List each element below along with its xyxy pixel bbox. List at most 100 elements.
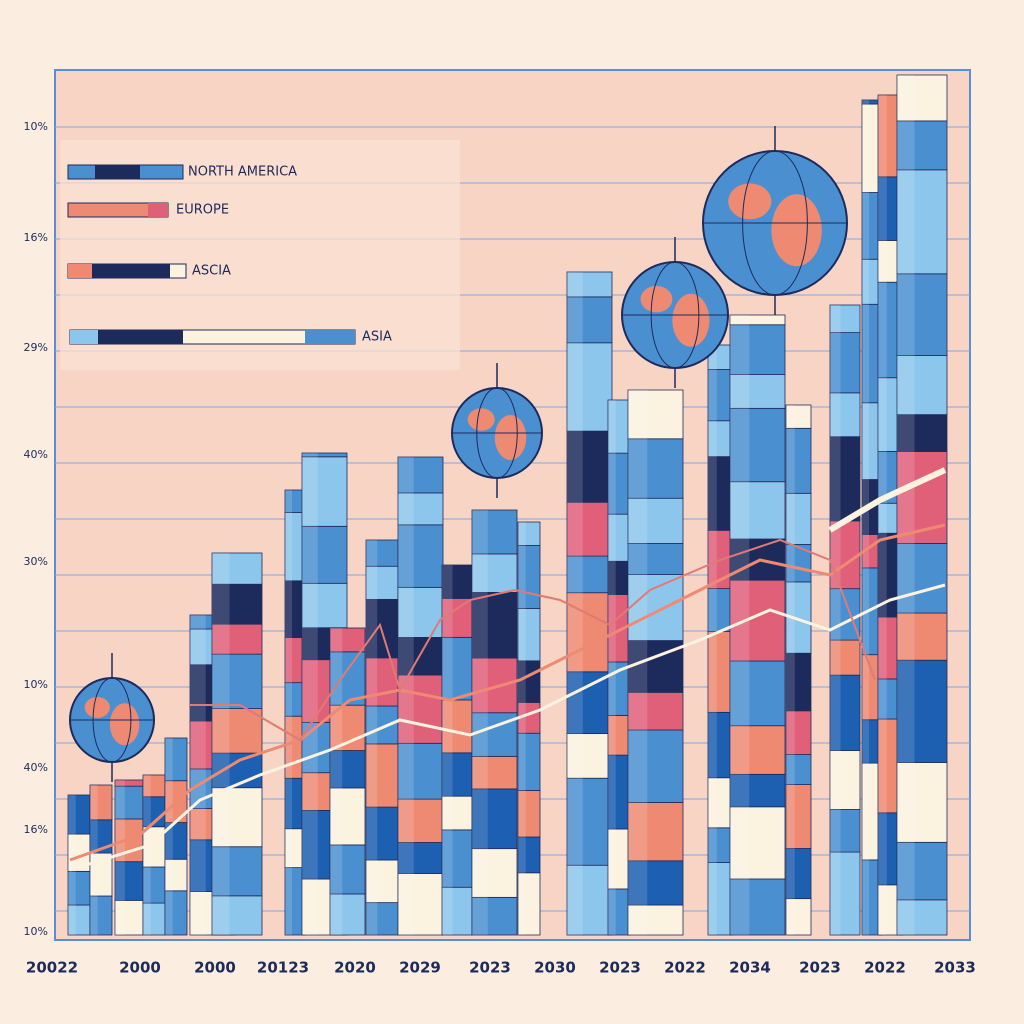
x-tick-label: 2000 [119,959,161,977]
bar-segment [365,743,399,808]
x-tick-label: 2022 [864,959,906,977]
bar-segment [566,864,613,936]
bar-highlight [90,785,98,935]
bar-highlight [730,315,750,935]
bar-segment [729,773,786,808]
y-tick-label: 10% [24,678,48,691]
legend-swatch [95,165,140,179]
bar-segment [397,524,444,588]
bar-segment [329,750,366,789]
globes [69,126,848,782]
x-tick-label: 2020 [334,959,376,977]
bar-segment [627,640,684,693]
globe [702,126,848,315]
bar [397,456,444,936]
bar [566,271,613,936]
bar-segment [896,543,948,614]
bar-segment [785,898,812,936]
bar-segment [829,304,861,334]
legend-label: EUROPE [176,203,229,218]
bar-highlight [567,272,583,935]
legend-label: NORTH AMERICA [188,165,297,180]
legend-swatch [92,264,170,278]
globe [451,363,543,498]
bar-highlight [330,628,343,935]
x-tick-label: 2022 [664,959,706,977]
legend-label: ASIA [362,330,392,345]
legend-swatch [305,330,355,344]
bar-segment [211,653,263,709]
x-tick-label: 2030 [534,959,576,977]
globe [69,653,155,782]
bar [329,627,366,936]
bar-segment [441,636,473,701]
bar-segment [896,451,948,544]
bar-segment [441,829,473,888]
bar-segment [397,798,444,843]
bar [517,521,541,936]
bar-segment [397,492,444,526]
bar [729,314,786,936]
bar-segment [829,809,861,853]
bar-segment [627,802,684,862]
bar-highlight [366,540,378,935]
y-tick-label: 10% [24,120,48,133]
y-tick-label: 10% [24,925,48,938]
bar-segment [627,438,684,499]
bar-segment [829,436,861,522]
bar-segment [896,414,948,452]
bar-highlight [165,738,173,935]
bar [896,74,948,936]
bar-segment [707,588,734,632]
bar-segment [114,785,144,820]
bar-highlight [472,510,488,935]
y-tick-label: 30% [24,555,48,568]
bar-segment [627,691,684,731]
bar-segment [707,862,734,936]
legend-swatch [70,330,98,344]
bar-segment [896,612,948,661]
bar-segment [896,841,948,901]
bar-highlight [212,553,230,935]
bar-segment [729,806,786,880]
bar [607,399,631,936]
globe-land [672,293,710,347]
bar-highlight [143,775,151,935]
bar-segment [517,521,541,546]
bar-segment [329,844,366,895]
x-tick-label: 2023 [469,959,511,977]
y-tick-label: 40% [24,448,48,461]
bar-segment [729,374,786,409]
bar-segment [566,430,613,503]
bar-segment [627,574,684,641]
bar-segment [301,582,348,629]
bar-segment [729,878,786,936]
bar [785,404,812,936]
bar-segment [441,699,473,754]
bar-segment [896,354,948,416]
bar-segment [829,332,861,394]
legend-swatch [68,264,92,278]
bar-segment [785,710,812,755]
bar-segment [471,657,518,714]
bar-segment [211,552,263,585]
globe-land [771,194,822,267]
bar-segment [211,895,263,936]
bar-highlight [190,615,206,935]
x-tick-label: 2000 [194,959,236,977]
trend-lines [69,467,947,872]
y-tick-label: 29% [24,341,48,354]
bar-segment [365,806,399,861]
bar-segment [365,705,399,745]
bar-segment [707,711,734,779]
bar-segment [896,120,948,171]
bar-segment [365,859,399,904]
bar-segment [627,729,684,803]
bar-segment [627,543,684,575]
legend-label: ASCIA [192,264,231,279]
bar [471,509,518,936]
bar-highlight [878,95,887,935]
y-tick-label: 16% [24,231,48,244]
trend-line [69,583,946,872]
